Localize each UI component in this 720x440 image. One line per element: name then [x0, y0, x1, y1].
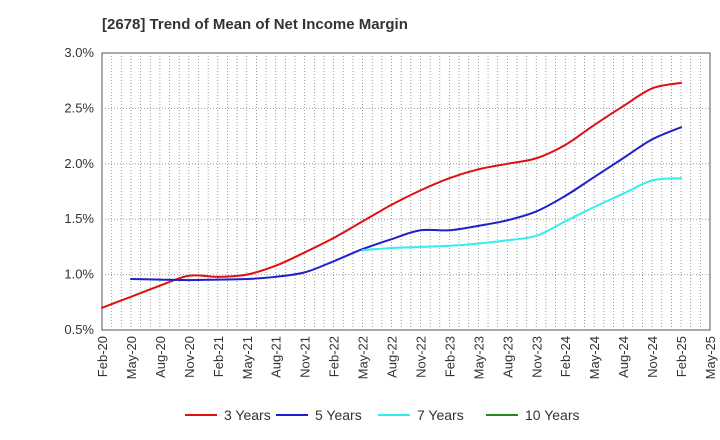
- x-tick-label: May-21: [240, 336, 255, 379]
- x-tick-label: Feb-21: [211, 336, 226, 377]
- x-tick-label: Aug-21: [269, 336, 284, 378]
- legend-label: 3 Years: [224, 407, 271, 423]
- x-tick-label: Feb-24: [558, 336, 573, 377]
- x-tick-label: Feb-20: [95, 336, 110, 377]
- y-tick-label: 1.5%: [64, 211, 94, 226]
- x-tick-label: Nov-23: [529, 336, 544, 378]
- x-tick-label: May-23: [471, 336, 486, 379]
- x-tick-label: Feb-22: [327, 336, 342, 377]
- legend-label: 7 Years: [417, 407, 464, 423]
- chart-title: [2678] Trend of Mean of Net Income Margi…: [102, 16, 408, 33]
- y-tick-label: 0.5%: [64, 322, 94, 337]
- x-tick-label: Aug-22: [385, 336, 400, 378]
- x-tick-label: May-22: [356, 336, 371, 379]
- plot-area: [101, 52, 711, 331]
- legend-label: 10 Years: [525, 407, 580, 423]
- y-tick-label: 1.0%: [64, 267, 94, 282]
- x-tick-label: Nov-21: [298, 336, 313, 378]
- x-tick-label: Nov-24: [645, 336, 660, 378]
- x-tick-label: May-20: [124, 336, 139, 379]
- y-tick-label: 3.0%: [64, 45, 94, 60]
- series-line-5-years: [129, 126, 683, 282]
- y-tick-label: 2.0%: [64, 156, 94, 171]
- legend-label: 5 Years: [315, 407, 362, 423]
- x-tick-label: Feb-25: [674, 336, 689, 377]
- series-line-3-years: [101, 81, 683, 309]
- x-tick-label: Nov-20: [182, 336, 197, 378]
- x-tick-label: Feb-23: [442, 336, 457, 377]
- x-tick-label: May-25: [703, 336, 718, 379]
- y-tick-label: 2.5%: [64, 100, 94, 115]
- x-tick-label: Aug-23: [500, 336, 515, 378]
- x-tick-label: May-24: [587, 336, 602, 379]
- series-line-7-years: [361, 177, 683, 252]
- x-tick-label: Nov-22: [413, 336, 428, 378]
- x-tick-label: Aug-20: [153, 336, 168, 378]
- x-tick-label: Aug-24: [616, 336, 631, 378]
